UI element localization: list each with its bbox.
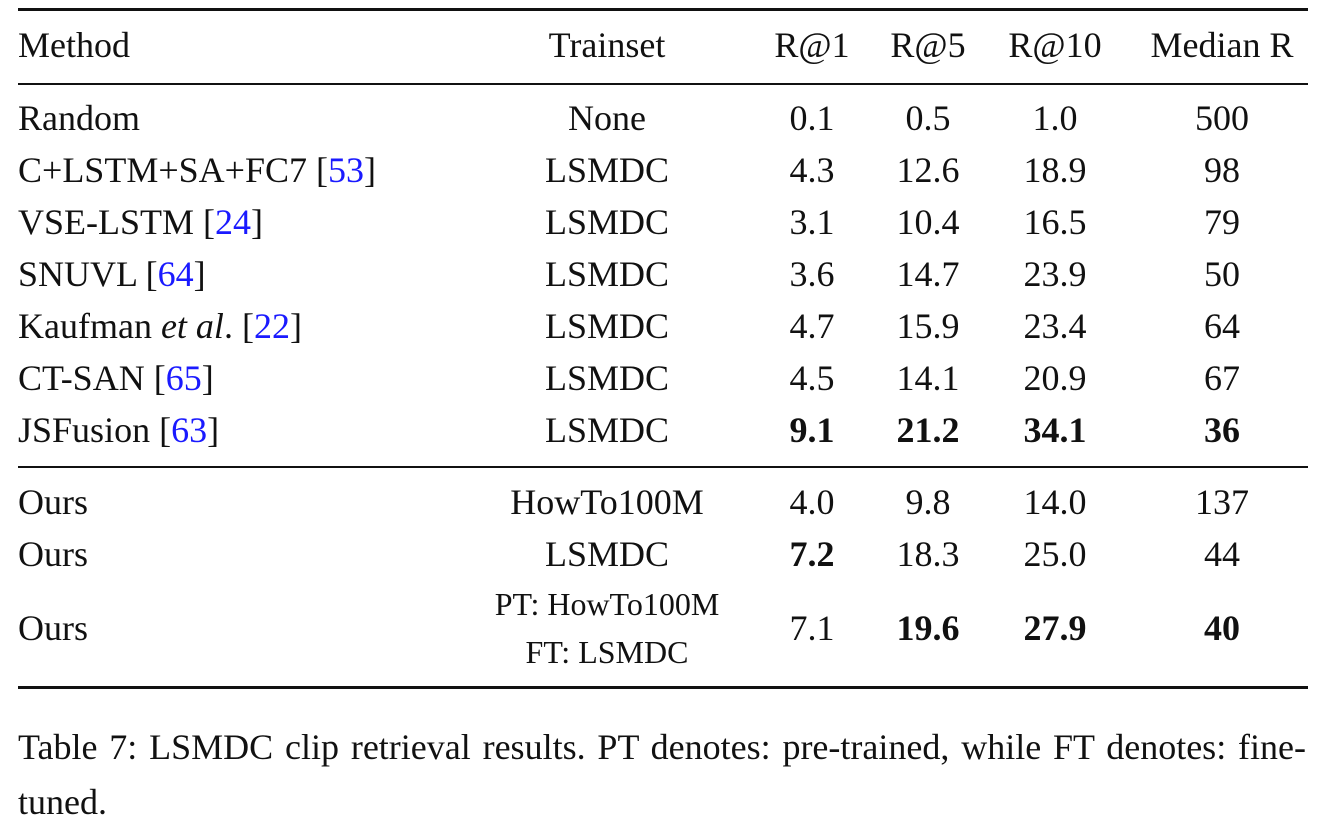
- citation-link[interactable]: 22: [253, 306, 290, 346]
- citation-link[interactable]: 64: [157, 254, 194, 294]
- value-cell: 4.5: [789, 358, 835, 398]
- value-cell: 50: [1204, 254, 1240, 294]
- header-cell: Trainset: [548, 25, 666, 65]
- value-cell: 137: [1195, 482, 1249, 522]
- method-text: Kaufman: [18, 306, 161, 346]
- method-text: Ours: [18, 608, 88, 648]
- bottom-rule: [18, 686, 1308, 689]
- top-rule: [18, 8, 1308, 11]
- trainset-cell: LSMDC: [544, 150, 670, 190]
- method-text: VSE-LSTM [: [18, 202, 215, 242]
- method-text: JSFusion [: [18, 410, 172, 450]
- value-cell: 18.9: [1023, 150, 1087, 190]
- caption: Table 7: LSMDC clip retrieval results. P…: [18, 727, 1306, 822]
- method-text: C+LSTM+SA+FC7 [: [18, 150, 328, 190]
- trainset-cell: LSMDC: [544, 202, 670, 242]
- trainset-cell: FT: LSMDC: [525, 634, 689, 670]
- citation-link[interactable]: 63: [171, 410, 208, 450]
- method-cell: Ours: [18, 484, 88, 520]
- method-text: CT-SAN [: [18, 358, 166, 398]
- method-cell: VSE-LSTM [24]: [18, 204, 263, 240]
- method-text: ]: [251, 202, 263, 242]
- value-cell: 23.4: [1023, 306, 1087, 346]
- method-cell: C+LSTM+SA+FC7 [53]: [18, 152, 376, 188]
- header-cell: R@5: [890, 25, 966, 65]
- method-text: Ours: [18, 482, 88, 522]
- value-cell: 7.2: [789, 534, 835, 574]
- header-cell: R@10: [1008, 25, 1102, 65]
- trainset-cell: LSMDC: [544, 254, 670, 294]
- method-text: ]: [363, 150, 376, 190]
- value-cell: 1.0: [1032, 98, 1078, 138]
- value-cell: 25.0: [1023, 534, 1087, 574]
- value-cell: 20.9: [1023, 358, 1087, 398]
- method-text: et al: [160, 306, 224, 346]
- value-cell: 64: [1204, 306, 1240, 346]
- trainset-cell: LSMDC: [544, 358, 670, 398]
- method-text: ]: [193, 254, 206, 294]
- value-cell: 79: [1204, 202, 1240, 242]
- header-cell: Median R: [1150, 25, 1294, 65]
- method-text: ]: [289, 306, 302, 346]
- method-cell: SNUVL [64]: [18, 256, 206, 292]
- value-cell: 4.3: [789, 150, 835, 190]
- method-text: ]: [207, 410, 220, 450]
- value-cell: 18.3: [896, 534, 960, 574]
- value-cell: 67: [1204, 358, 1240, 398]
- header-cell: R@1: [774, 25, 850, 65]
- value-cell: 0.1: [789, 98, 835, 138]
- value-cell: 14.0: [1023, 482, 1087, 522]
- method-cell: Ours: [18, 536, 88, 572]
- value-cell: 16.5: [1023, 202, 1087, 242]
- value-cell: 7.1: [789, 608, 835, 648]
- method-text: . [: [223, 306, 254, 346]
- value-cell: 40: [1204, 608, 1240, 648]
- header-cell: Method: [18, 25, 130, 65]
- value-cell: 9.8: [905, 482, 951, 522]
- trainset-cell: LSMDC: [544, 306, 670, 346]
- method-cell: JSFusion [63]: [18, 412, 219, 448]
- trainset-cell: HowTo100M: [510, 482, 704, 522]
- value-cell: 36: [1204, 410, 1240, 450]
- group-rule: [18, 466, 1308, 468]
- method-cell: CT-SAN [65]: [18, 360, 214, 396]
- method-cell: Random: [18, 100, 140, 136]
- method-text: Ours: [18, 534, 88, 574]
- value-cell: 0.5: [905, 98, 951, 138]
- trainset-cell: LSMDC: [544, 534, 670, 574]
- method-cell: Ours: [18, 610, 88, 646]
- citation-link[interactable]: 24: [215, 202, 251, 242]
- header-rule: [18, 83, 1308, 85]
- method-text: ]: [201, 358, 214, 398]
- citation-link[interactable]: 53: [327, 150, 364, 190]
- value-cell: 3.6: [789, 254, 835, 294]
- value-cell: 12.6: [896, 150, 960, 190]
- value-cell: 14.1: [896, 358, 960, 398]
- trainset-cell: None: [568, 98, 646, 138]
- value-cell: 4.0: [789, 482, 835, 522]
- value-cell: 15.9: [896, 306, 960, 346]
- value-cell: 44: [1204, 534, 1240, 574]
- trainset-cell: LSMDC: [544, 410, 670, 450]
- value-cell: 3.1: [789, 202, 835, 242]
- value-cell: 21.2: [896, 410, 960, 450]
- method-cell: Kaufman et al. [22]: [18, 308, 302, 344]
- value-cell: 19.6: [896, 608, 960, 648]
- value-cell: 98: [1204, 150, 1240, 190]
- trainset-cell: PT: HowTo100M: [494, 586, 720, 622]
- method-text: SNUVL [: [18, 254, 158, 294]
- value-cell: 4.7: [789, 306, 835, 346]
- value-cell: 14.7: [896, 254, 960, 294]
- value-cell: 27.9: [1023, 608, 1087, 648]
- value-cell: 34.1: [1023, 410, 1087, 450]
- value-cell: 9.1: [789, 410, 835, 450]
- citation-link[interactable]: 65: [165, 358, 202, 398]
- value-cell: 10.4: [896, 202, 960, 242]
- value-cell: 500: [1195, 98, 1249, 138]
- method-text: Random: [18, 98, 140, 138]
- value-cell: 23.9: [1023, 254, 1087, 294]
